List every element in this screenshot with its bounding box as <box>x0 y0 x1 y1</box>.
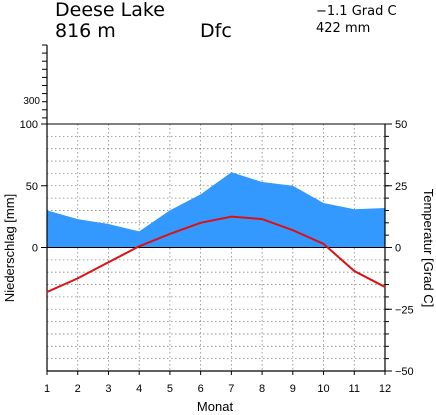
annual-precipitation: 422 mm <box>316 21 371 36</box>
temperature-point <box>322 242 325 245</box>
right-axis-ticks: 50 25 0 −25 −50 <box>385 119 414 378</box>
x-tick-label: 11 <box>349 383 360 395</box>
temperature-line <box>46 215 386 293</box>
temperature-point <box>76 277 79 280</box>
temperature-point <box>107 261 110 264</box>
temperature-point <box>169 233 171 235</box>
x-tick-label: 1 <box>44 383 50 395</box>
temperature-point <box>46 291 48 293</box>
right-tick-label: 0 <box>395 243 401 255</box>
x-tick-label: 7 <box>228 383 234 395</box>
temperature-point <box>384 286 386 288</box>
temperature-point <box>261 218 263 220</box>
temperature-points <box>46 215 386 293</box>
x-axis-ticks: 1 2 3 4 5 6 7 8 9 10 11 12 <box>44 371 391 395</box>
left-tick-label: 100 <box>20 119 38 131</box>
x-tick-label: 2 <box>75 383 81 395</box>
x-tick-label: 6 <box>198 383 204 395</box>
x-tick-label: 8 <box>259 383 265 395</box>
right-tick-label: −25 <box>395 304 414 316</box>
x-axis-label: Monat <box>197 399 234 414</box>
station-name: Deese Lake <box>55 0 165 21</box>
temperature-point <box>292 229 294 232</box>
x-tick-label: 9 <box>290 383 296 395</box>
mean-temperature: −1.1 Grad C <box>316 4 397 19</box>
right-tick-label: −50 <box>395 366 414 378</box>
x-tick-label: 12 <box>379 383 391 395</box>
x-tick-label: 4 <box>136 383 142 395</box>
left-axis-ticks: 100 50 0 300 <box>20 96 47 255</box>
left-tick-label: 50 <box>26 181 38 193</box>
right-tick-label: 50 <box>395 119 407 131</box>
x-tick-label: 10 <box>317 383 329 395</box>
left-axis-label: Niederschlag [mm] <box>2 194 17 302</box>
precipitation-area <box>47 172 385 248</box>
left-upper-tick-label: 300 <box>23 96 40 107</box>
temperature-point <box>353 270 356 272</box>
x-tick-label: 5 <box>167 383 173 395</box>
temperature-point <box>230 215 233 218</box>
temperature-point <box>199 222 202 224</box>
temperature-point <box>138 245 140 248</box>
climate-class: Dfc <box>200 20 232 42</box>
x-tick-label: 3 <box>105 383 111 395</box>
right-axis-label: Temperatur [Grad C] <box>421 189 436 308</box>
right-tick-label: 25 <box>395 181 407 193</box>
left-tick-label: 0 <box>32 243 38 255</box>
station-elevation: 816 m <box>55 20 116 42</box>
